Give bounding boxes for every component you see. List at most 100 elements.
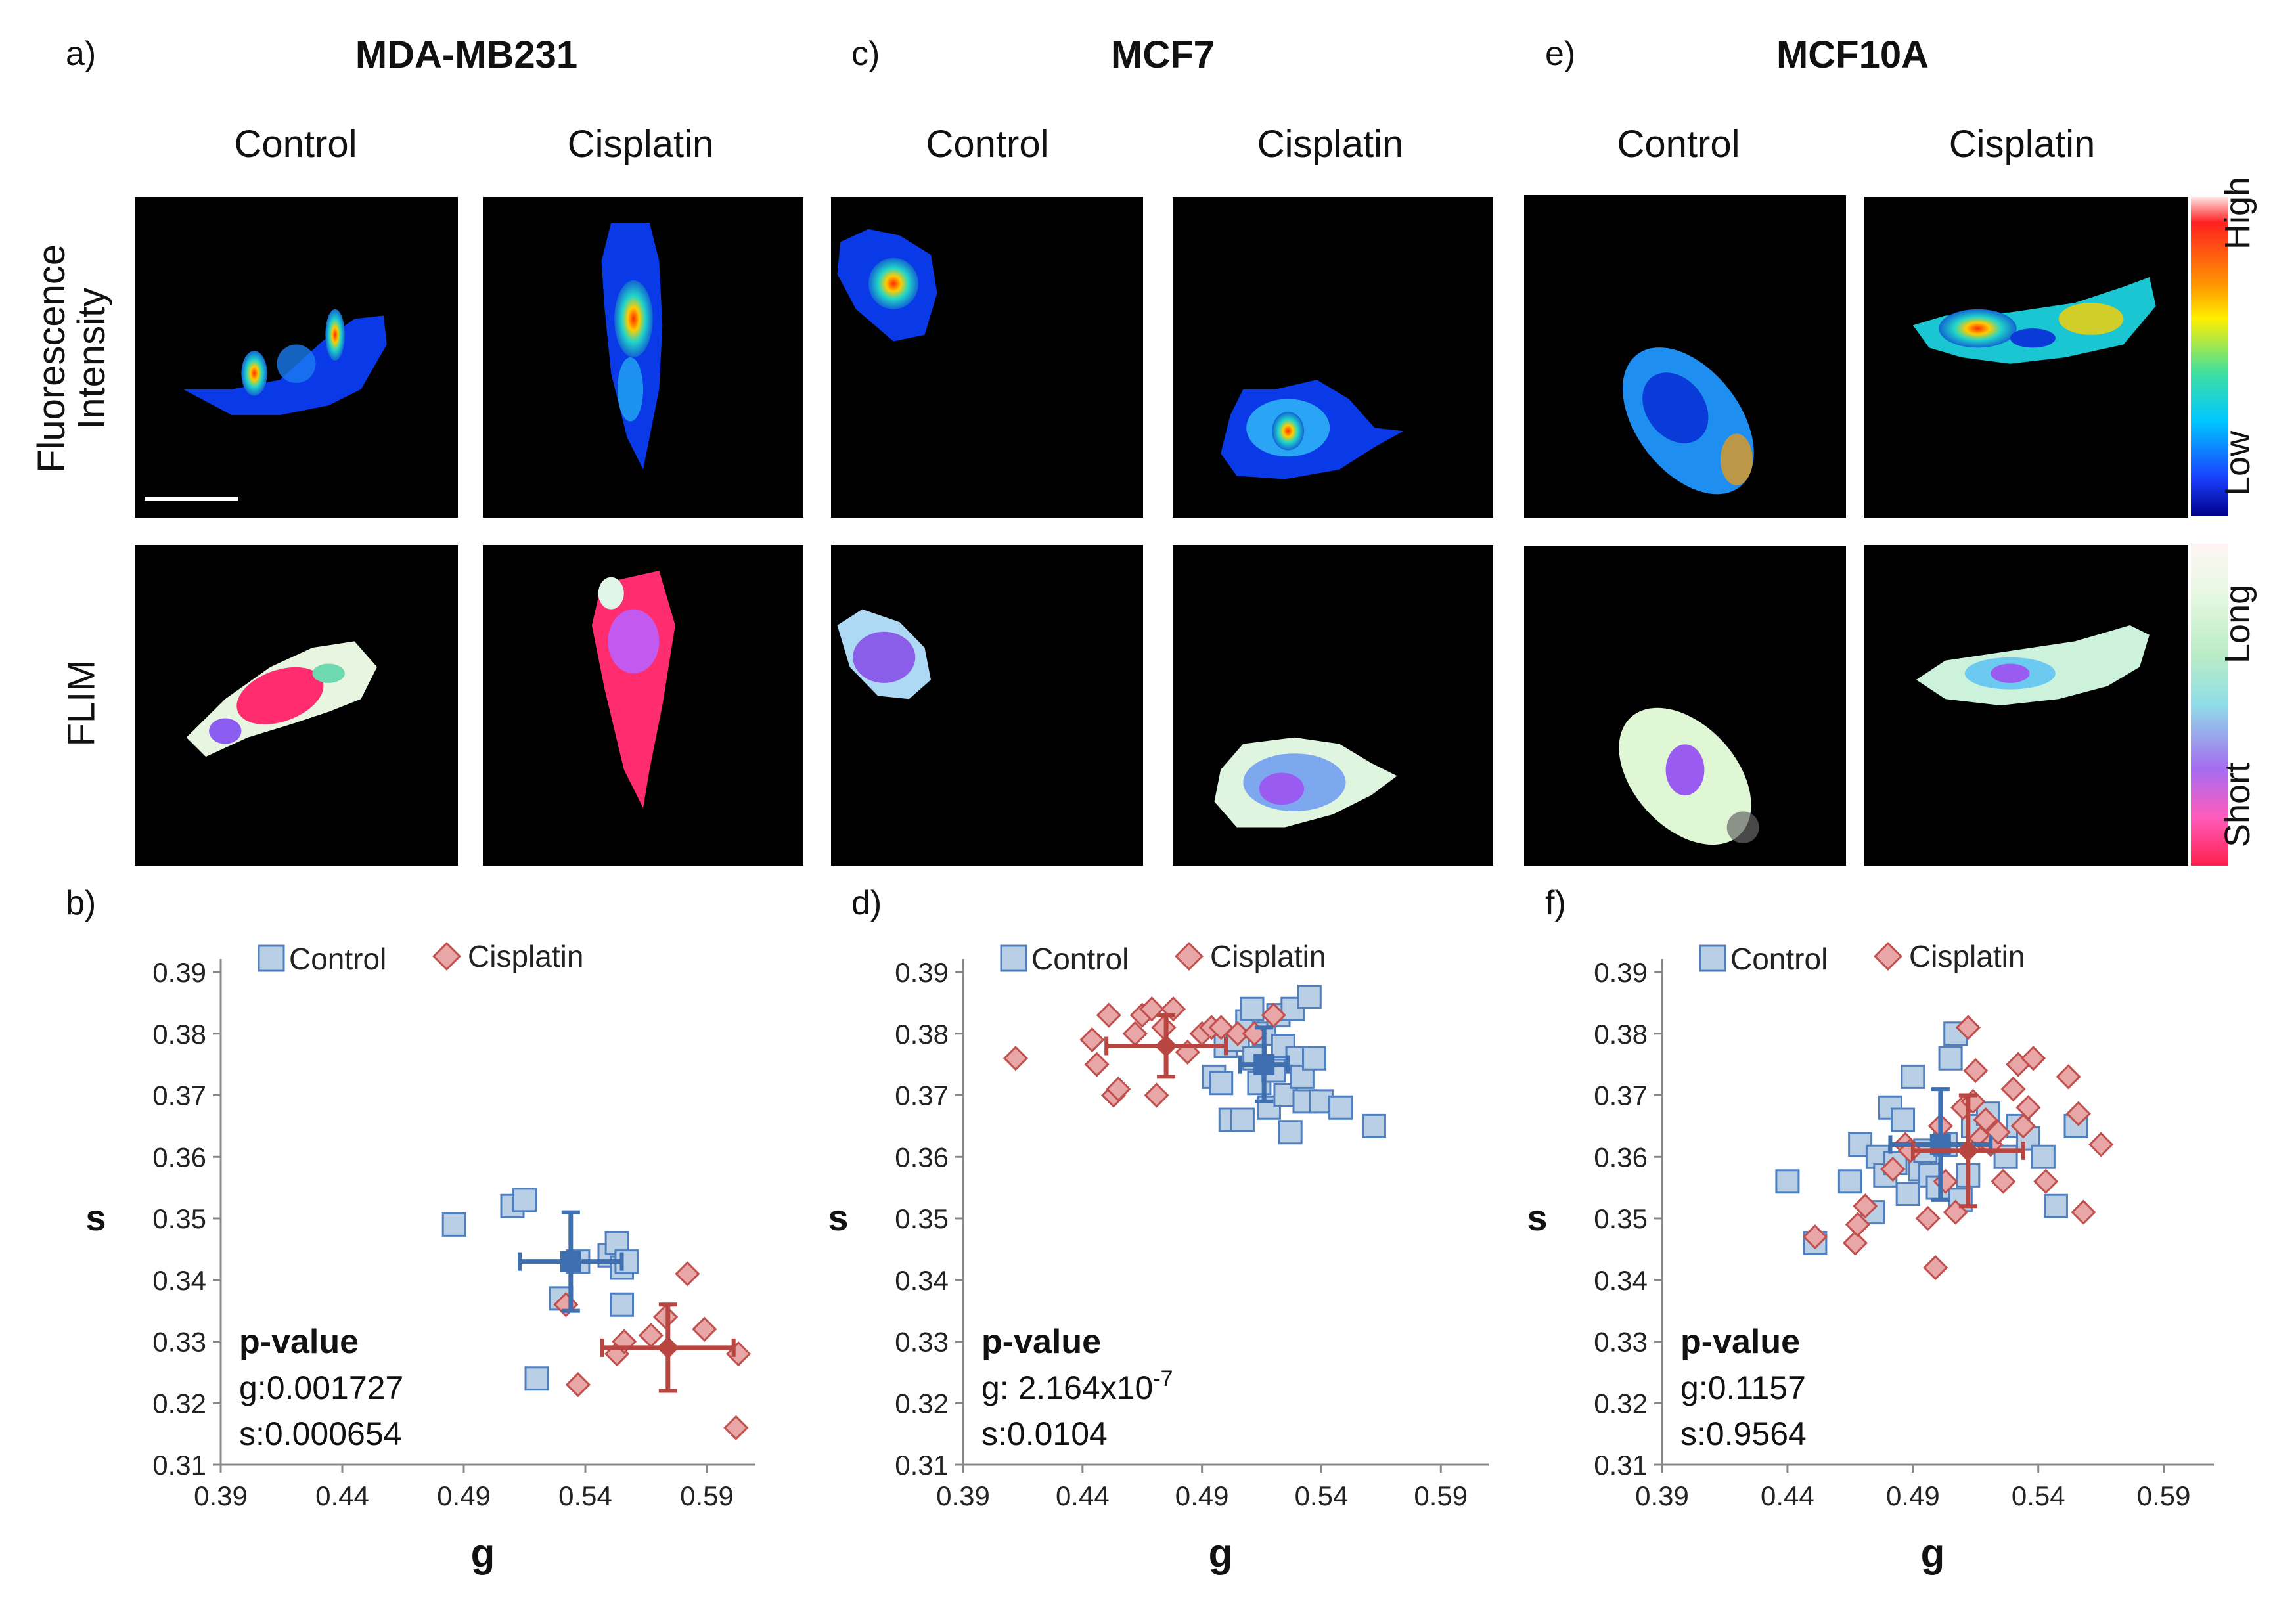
cisplatin-mean-marker bbox=[656, 1336, 679, 1359]
cisplatin-point bbox=[1144, 1082, 1169, 1108]
cisplatin-point bbox=[2020, 1046, 2046, 1071]
intensity-image-mda-cisplatin bbox=[483, 197, 803, 518]
cisplatin-point bbox=[1079, 1027, 1105, 1053]
y-tick-label: 0.31 bbox=[895, 1450, 949, 1480]
flim-image-mda-control bbox=[135, 545, 458, 866]
y-tick-label: 0.35 bbox=[152, 1203, 206, 1234]
cisplatin-point bbox=[2000, 1077, 2026, 1102]
panel-label-c: c) bbox=[851, 35, 880, 73]
x-tick-label: 0.44 bbox=[315, 1480, 369, 1511]
legend-control-label: Control bbox=[1730, 942, 1828, 976]
control-mean-marker bbox=[560, 1251, 581, 1272]
cisplatin-point bbox=[1955, 1015, 1981, 1040]
control-point bbox=[1891, 1107, 1916, 1132]
x-tick-label: 0.44 bbox=[1056, 1480, 1110, 1511]
y-tick-label: 0.34 bbox=[1594, 1265, 1648, 1296]
y-tick-label: 0.33 bbox=[1594, 1327, 1648, 1358]
control-point bbox=[610, 1292, 634, 1317]
legend-cisplatin-label: Cisplatin bbox=[468, 939, 583, 973]
p-value-heading: p-value bbox=[239, 1323, 359, 1361]
colorbar-short-label: Short bbox=[2218, 762, 2257, 847]
cisplatin-point bbox=[1842, 1230, 1868, 1256]
cisplatin-point bbox=[1261, 1002, 1286, 1028]
control-point bbox=[1209, 1071, 1234, 1096]
control-point bbox=[1775, 1169, 1800, 1194]
row-label-flim: FLIM bbox=[60, 659, 103, 747]
cisplatin-point bbox=[675, 1261, 700, 1287]
y-tick-label: 0.33 bbox=[152, 1327, 206, 1358]
cisplatin-point bbox=[1973, 1107, 1998, 1133]
cisplatin-point bbox=[2033, 1168, 2059, 1194]
flim-image-mcf7-control bbox=[831, 545, 1143, 866]
panel-label-e: e) bbox=[1545, 35, 1576, 73]
panel-label-f: f) bbox=[1545, 884, 1566, 922]
x-axis-label: g bbox=[471, 1531, 495, 1575]
y-tick-label: 0.36 bbox=[895, 1142, 949, 1172]
control-point bbox=[1361, 1113, 1386, 1138]
flim-image-mda-cisplatin bbox=[483, 545, 803, 866]
y-tick-label: 0.32 bbox=[152, 1388, 206, 1419]
x-tick-label: 0.54 bbox=[558, 1480, 612, 1511]
y-tick-label: 0.33 bbox=[895, 1327, 949, 1358]
y-tick-label: 0.38 bbox=[152, 1019, 206, 1050]
control-point bbox=[1240, 996, 1265, 1021]
condition-label: Cisplatin bbox=[567, 123, 714, 166]
row-label-line: Fluorescence bbox=[30, 244, 74, 473]
y-tick-label: 0.38 bbox=[895, 1019, 949, 1050]
legend-cisplatin-marker bbox=[1874, 942, 1902, 971]
cisplatin-point bbox=[2071, 1199, 2096, 1225]
x-tick-label: 0.39 bbox=[194, 1480, 248, 1511]
y-tick-label: 0.36 bbox=[1594, 1142, 1648, 1172]
legend-control-label: Control bbox=[289, 942, 386, 976]
x-axis-label: g bbox=[1209, 1531, 1233, 1575]
cisplatin-point bbox=[1853, 1193, 1878, 1219]
y-tick-label: 0.32 bbox=[1594, 1388, 1648, 1419]
intensity-colorbar bbox=[2191, 197, 2228, 516]
control-point bbox=[1280, 996, 1305, 1021]
cisplatin-point bbox=[1991, 1168, 2016, 1194]
x-tick-label: 0.54 bbox=[1295, 1480, 1349, 1511]
intensity-image-mda-control bbox=[135, 197, 458, 518]
cisplatin-point bbox=[1225, 1021, 1251, 1046]
cisplatin-point bbox=[1845, 1212, 1870, 1237]
y-tick-label: 0.34 bbox=[895, 1265, 949, 1296]
x-tick-label: 0.44 bbox=[1761, 1480, 1814, 1511]
control-point bbox=[1302, 1046, 1327, 1071]
x-tick-label: 0.39 bbox=[936, 1480, 990, 1511]
control-point bbox=[1230, 1107, 1255, 1132]
p-value-s: s:0.0104 bbox=[981, 1415, 1108, 1452]
control-point bbox=[1901, 1064, 1925, 1089]
cisplatin-point bbox=[565, 1372, 591, 1398]
cisplatin-point bbox=[1002, 1046, 1029, 1071]
title-mcf7: MCF7 bbox=[1111, 33, 1215, 76]
panel-label-d: d) bbox=[851, 884, 882, 922]
y-tick-label: 0.35 bbox=[1594, 1203, 1648, 1234]
legend-cisplatin-label: Cisplatin bbox=[1210, 939, 1326, 973]
control-point bbox=[1328, 1095, 1353, 1120]
intensity-image-mcf7-cisplatin bbox=[1173, 197, 1493, 518]
intensity-image-mcf10a-cisplatin bbox=[1864, 197, 2188, 518]
condition-label: Cisplatin bbox=[1948, 123, 2096, 166]
p-value-g: g: 2.164x10-7 bbox=[981, 1366, 1173, 1406]
y-tick-label: 0.37 bbox=[1594, 1080, 1648, 1111]
scatter-chart-mcf10a: 0.31 0.32 0.33 0.34 0.35 0.36 0.37 0.38 0.39 0.39… bbox=[1527, 939, 2214, 1575]
y-tick-label: 0.39 bbox=[1594, 957, 1648, 988]
title-mcf10a: MCF10A bbox=[1776, 33, 1929, 76]
panel-label-b: b) bbox=[66, 884, 97, 922]
y-tick-label: 0.37 bbox=[152, 1080, 206, 1111]
p-value-g-exponent: -7 bbox=[1153, 1366, 1173, 1391]
cisplatin-mean-marker bbox=[1155, 1034, 1178, 1057]
cisplatin-point bbox=[2010, 1113, 2036, 1139]
cisplatin-point bbox=[638, 1323, 664, 1348]
control-point bbox=[1309, 1089, 1334, 1114]
legend-control-marker bbox=[1000, 944, 1027, 972]
scale-bar bbox=[145, 497, 238, 501]
scatter-chart-mda-mb231: 0.31 0.32 0.33 0.34 0.35 0.36 0.37 0.38 0.39 0.39… bbox=[85, 939, 755, 1575]
intensity-image-mcf10a-control bbox=[1524, 195, 1846, 518]
x-axis-label: g bbox=[1921, 1531, 1945, 1575]
control-point bbox=[512, 1188, 537, 1212]
x-tick-label: 0.49 bbox=[1886, 1480, 1940, 1511]
control-point bbox=[1297, 985, 1322, 1009]
condition-label: Control bbox=[1617, 123, 1740, 166]
cisplatin-point bbox=[1084, 1052, 1110, 1077]
